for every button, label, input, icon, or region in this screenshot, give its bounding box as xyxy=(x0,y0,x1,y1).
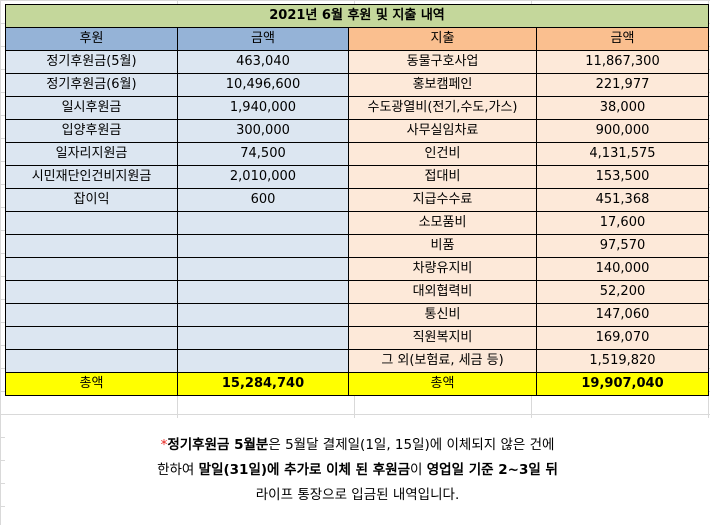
table-row: 입양후원금 300,000 사무실임차료 900,000 xyxy=(5,119,709,143)
table-row: 차량유지비 140,000 xyxy=(5,257,709,281)
expense-amount: 1,519,820 xyxy=(536,349,709,373)
donation-label-empty xyxy=(5,326,178,350)
donation-amount: 10,496,600 xyxy=(177,73,349,97)
donation-label-empty xyxy=(5,257,178,281)
donation-amount: 463,040 xyxy=(177,50,349,74)
expense-amount: 140,000 xyxy=(536,257,709,281)
donation-label-empty xyxy=(5,349,178,373)
expense-label: 그 외(보험료, 세금 등) xyxy=(348,349,537,373)
footnote-emphasis: 정기후원금 5월분 xyxy=(167,437,269,453)
expense-amount: 900,000 xyxy=(536,119,709,143)
donation-label: 시민재단인건비지원금 xyxy=(5,165,178,189)
footnote: *정기후원금 5월분은 5월달 결제일(1일, 15일)에 이체되지 않은 건에… xyxy=(5,418,710,525)
table-row: 비품 97,570 xyxy=(5,234,709,258)
donation-header: 후원 xyxy=(5,27,178,51)
expense-label: 직원복지비 xyxy=(348,326,537,350)
donation-amount: 300,000 xyxy=(177,119,349,143)
expense-label: 대외협력비 xyxy=(348,280,537,304)
expense-label: 지급수수료 xyxy=(348,188,537,212)
table-row: 일자리지원금 74,500 인건비 4,131,575 xyxy=(5,142,709,166)
expense-total-label: 총액 xyxy=(348,372,537,396)
donation-amount: 1,940,000 xyxy=(177,96,349,120)
donation-amount-empty xyxy=(177,234,349,258)
expense-label: 인건비 xyxy=(348,142,537,166)
table-row: 통신비 147,060 xyxy=(5,303,709,327)
donation-total-label: 총액 xyxy=(5,372,178,396)
donation-amount-empty xyxy=(177,280,349,304)
expense-label: 홍보캠페인 xyxy=(348,73,537,97)
footnote-line-1: *정기후원금 5월분은 5월달 결제일(1일, 15일)에 이체되지 않은 건에 xyxy=(5,433,710,458)
expense-amount: 451,368 xyxy=(536,188,709,212)
table-row: 시민재단인건비지원금 2,010,000 접대비 153,500 xyxy=(5,165,709,189)
donation-label: 정기후원금(5월) xyxy=(5,50,178,74)
donation-amount-empty xyxy=(177,326,349,350)
totals-row: 총액 15,284,740 총액 19,907,040 xyxy=(5,372,709,396)
donation-label-empty xyxy=(5,303,178,327)
table-row: 소모품비 17,600 xyxy=(5,211,709,235)
donation-label-empty xyxy=(5,234,178,258)
expense-label: 차량유지비 xyxy=(348,257,537,281)
expense-amount: 17,600 xyxy=(536,211,709,235)
expense-amount-header: 금액 xyxy=(536,27,709,51)
table-row: 직원복지비 169,070 xyxy=(5,326,709,350)
table-row: 대외협력비 52,200 xyxy=(5,280,709,304)
footnote-text: 한하여 xyxy=(157,462,199,478)
expense-header: 지출 xyxy=(348,27,537,51)
table-row: 그 외(보험료, 세금 등) 1,519,820 xyxy=(5,349,709,373)
expense-amount: 11,867,300 xyxy=(536,50,709,74)
expense-amount: 169,070 xyxy=(536,326,709,350)
expense-label: 수도광열비(전기,수도,가스) xyxy=(348,96,537,120)
donation-label-empty xyxy=(5,280,178,304)
footnote-emphasis: 영업일 기준 2~3일 뒤 xyxy=(426,462,558,478)
donation-amount: 2,010,000 xyxy=(177,165,349,189)
donation-amount: 74,500 xyxy=(177,142,349,166)
table-row: 정기후원금(6월) 10,496,600 홍보캠페인 221,977 xyxy=(5,73,709,97)
expense-label: 접대비 xyxy=(348,165,537,189)
table-row: 일시후원금 1,940,000 수도광열비(전기,수도,가스) 38,000 xyxy=(5,96,709,120)
footnote-text: 라이프 통장으로 입금된 내역입니다. xyxy=(255,487,460,503)
expense-amount: 153,500 xyxy=(536,165,709,189)
expense-label: 사무실임차료 xyxy=(348,119,537,143)
table-row: 잡이익 600 지급수수료 451,368 xyxy=(5,188,709,212)
footnote-asterisk: * xyxy=(160,437,168,453)
donation-amount-empty xyxy=(177,211,349,235)
donation-label: 일자리지원금 xyxy=(5,142,178,166)
expense-label: 비품 xyxy=(348,234,537,258)
expense-label: 소모품비 xyxy=(348,211,537,235)
donation-amount-empty xyxy=(177,349,349,373)
footnote-line-2: 한하여 말일(31일)에 추가로 이체 된 후원금이 영업일 기준 2~3일 뒤 xyxy=(5,458,710,483)
donation-amount-empty xyxy=(177,257,349,281)
donation-amount: 600 xyxy=(177,188,349,212)
footnote-text: 이 xyxy=(410,462,427,478)
footnote-emphasis: 말일(31일)에 추가로 이체 된 후원금 xyxy=(198,462,411,478)
donation-label-empty xyxy=(5,211,178,235)
expense-amount: 147,060 xyxy=(536,303,709,327)
footnote-line-3: 라이프 통장으로 입금된 내역입니다. xyxy=(5,483,710,508)
donation-amount-header: 금액 xyxy=(177,27,349,51)
expense-label: 동물구호사업 xyxy=(348,50,537,74)
table-row: 정기후원금(5월) 463,040 동물구호사업 11,867,300 xyxy=(5,50,709,74)
ledger-table: 2021년 6월 후원 및 지출 내역 후원 금액 지출 금액 정기후원금(5월… xyxy=(5,4,709,396)
expense-amount: 4,131,575 xyxy=(536,142,709,166)
expense-amount: 97,570 xyxy=(536,234,709,258)
expense-total: 19,907,040 xyxy=(536,372,709,396)
donation-label: 입양후원금 xyxy=(5,119,178,143)
expense-amount: 38,000 xyxy=(536,96,709,120)
expense-amount: 52,200 xyxy=(536,280,709,304)
donation-label: 잡이익 xyxy=(5,188,178,212)
footnote-text: 은 5월달 결제일(1일, 15일)에 이체되지 않은 건에 xyxy=(268,437,555,453)
donation-amount-empty xyxy=(177,303,349,327)
donation-total: 15,284,740 xyxy=(177,372,349,396)
expense-amount: 221,977 xyxy=(536,73,709,97)
table-title: 2021년 6월 후원 및 지출 내역 xyxy=(5,4,709,28)
donation-label: 정기후원금(6월) xyxy=(5,73,178,97)
donation-label: 일시후원금 xyxy=(5,96,178,120)
expense-label: 통신비 xyxy=(348,303,537,327)
